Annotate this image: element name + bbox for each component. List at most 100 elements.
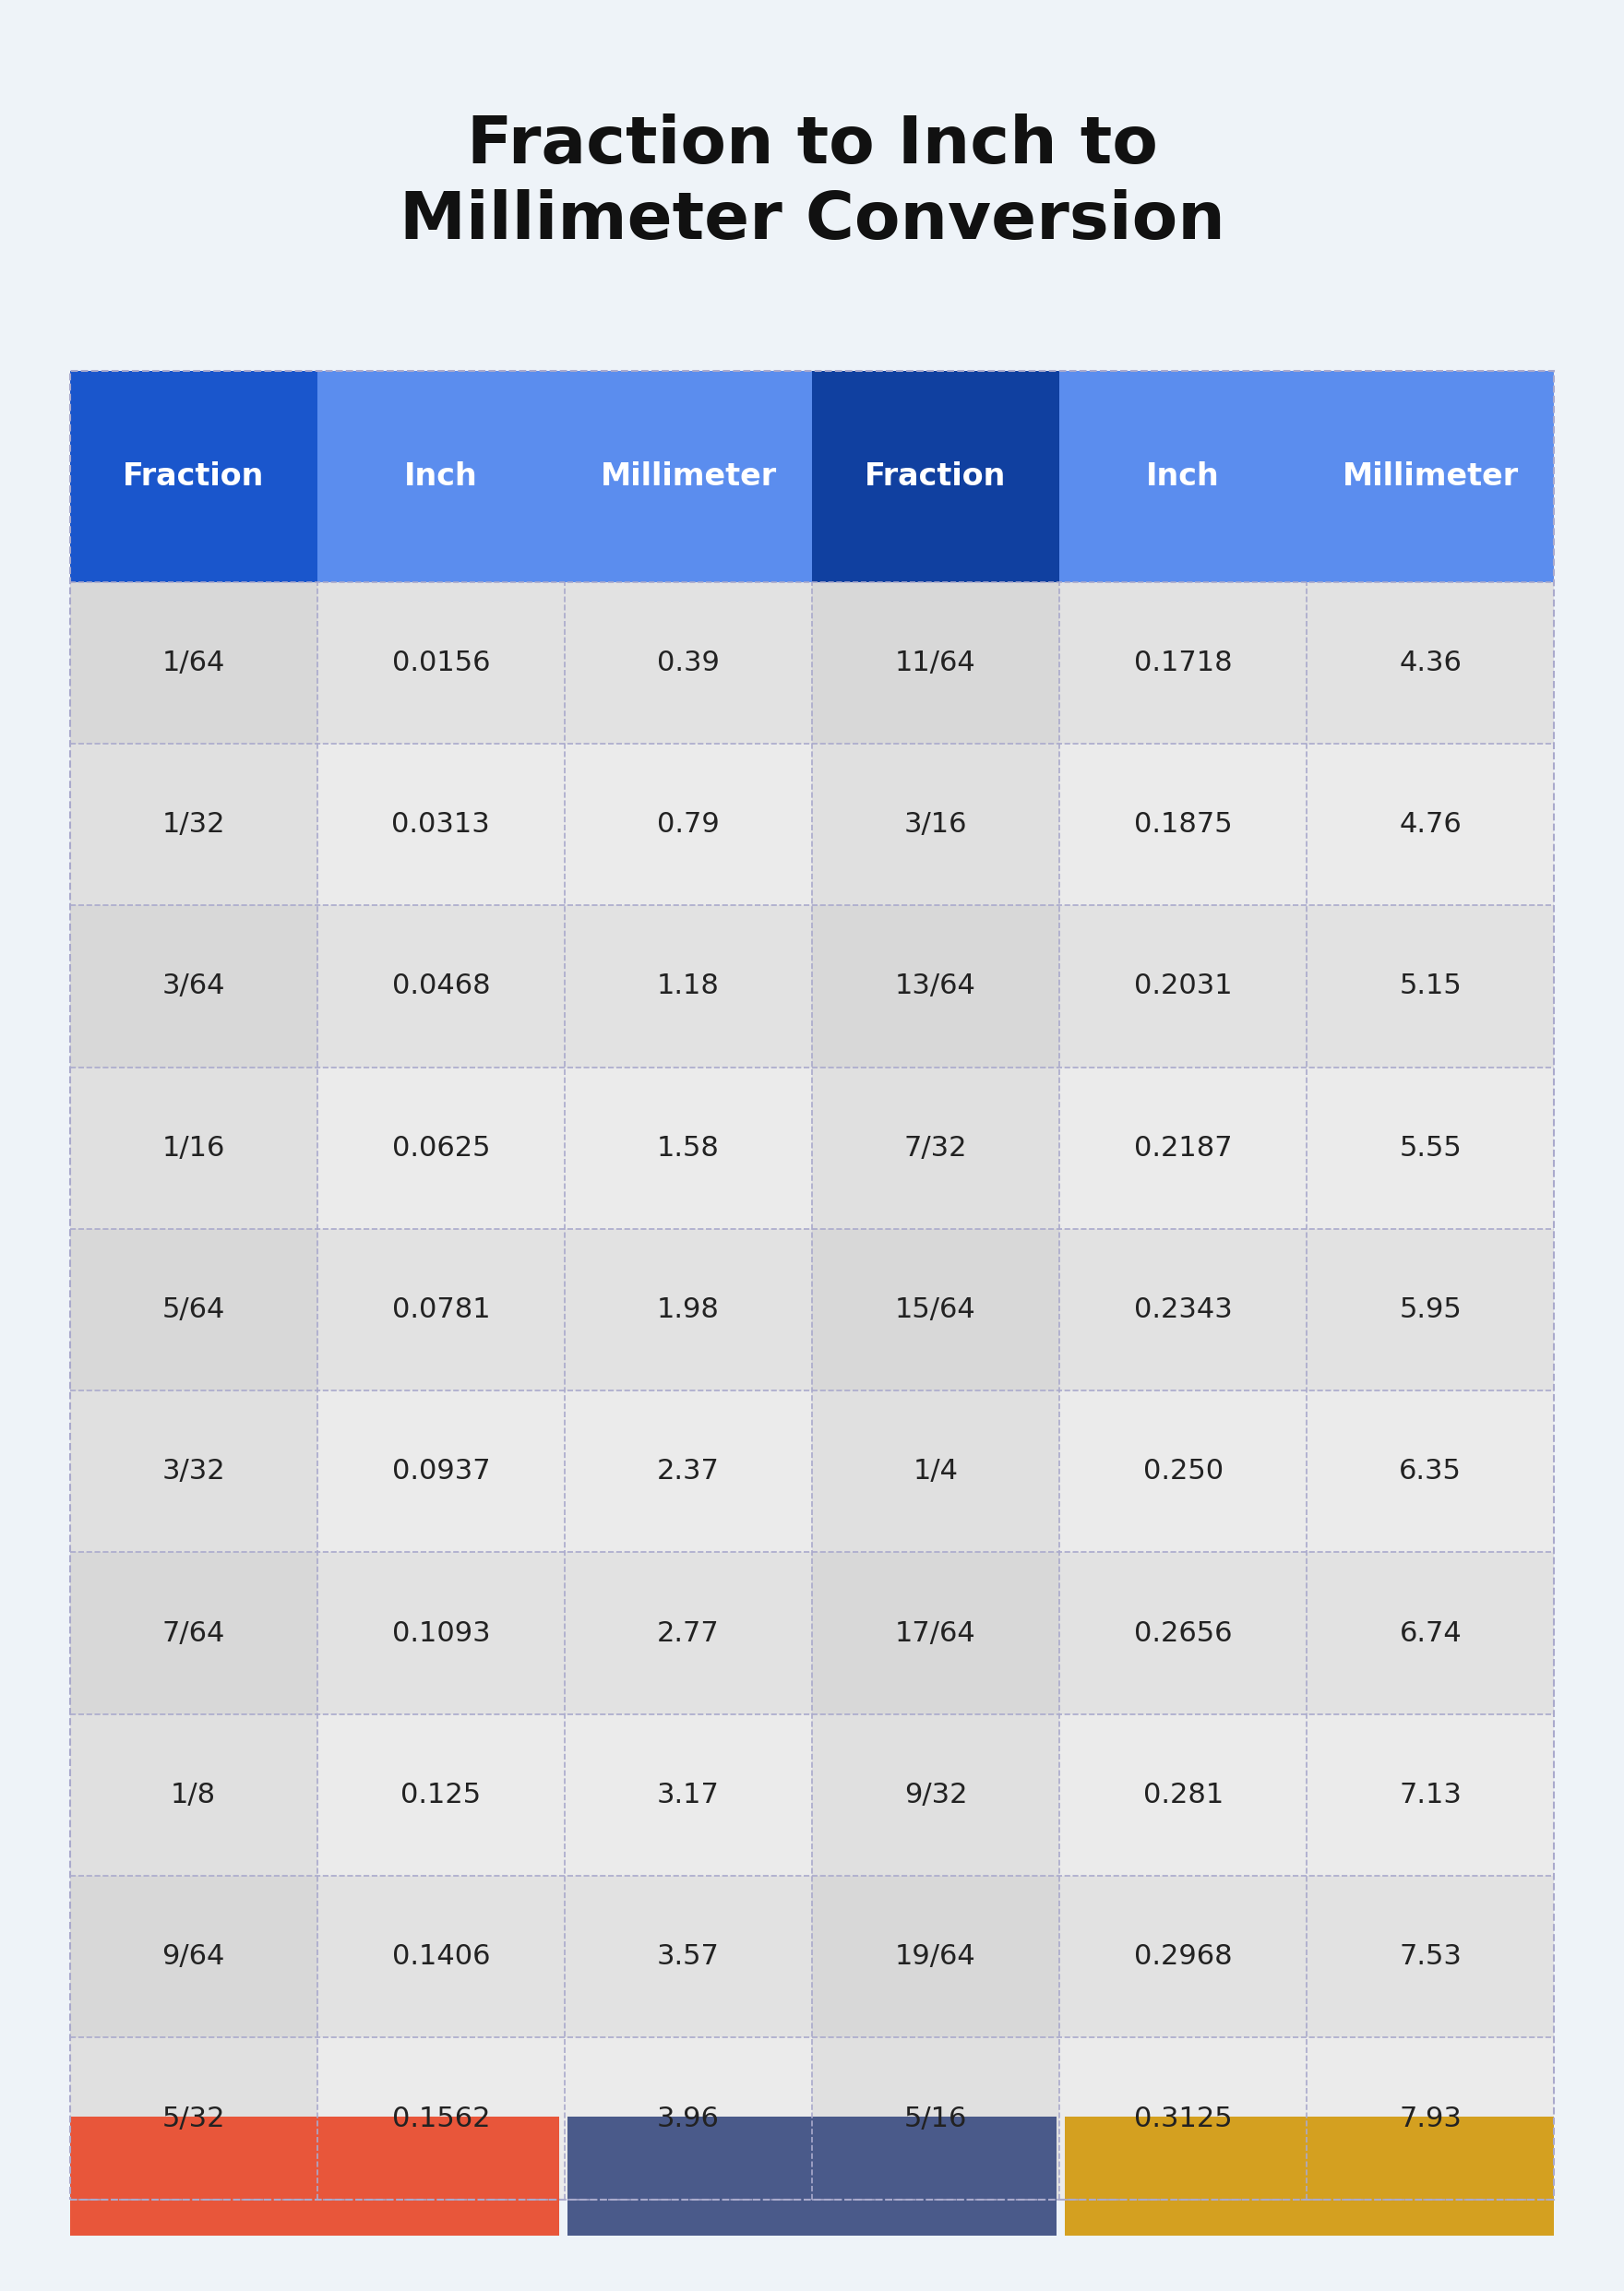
- Text: 1/32: 1/32: [162, 811, 226, 839]
- Bar: [1059, 1553, 1307, 1714]
- Bar: [812, 1876, 1059, 2037]
- Text: 7.93: 7.93: [1400, 2105, 1462, 2133]
- Bar: [1059, 582, 1307, 745]
- Bar: [1059, 1228, 1307, 1391]
- Text: Inch: Inch: [404, 460, 477, 493]
- Bar: [1065, 2117, 1554, 2236]
- Text: 0.2031: 0.2031: [1134, 974, 1233, 999]
- Text: 17/64: 17/64: [895, 1620, 976, 1647]
- Text: 11/64: 11/64: [895, 648, 976, 676]
- Text: 0.2187: 0.2187: [1134, 1134, 1233, 1162]
- Text: 1.58: 1.58: [658, 1134, 719, 1162]
- Bar: [812, 1228, 1059, 1391]
- Text: 4.36: 4.36: [1400, 648, 1462, 676]
- Bar: [565, 1068, 812, 1228]
- Text: 0.1875: 0.1875: [1134, 811, 1233, 839]
- Bar: [1059, 1876, 1307, 2037]
- Text: 3/32: 3/32: [162, 1457, 226, 1485]
- Bar: [565, 1391, 812, 1553]
- Bar: [565, 745, 812, 905]
- Text: 5/32: 5/32: [162, 2105, 226, 2133]
- Bar: [565, 1876, 812, 2037]
- Bar: [812, 1391, 1059, 1553]
- Text: 4.76: 4.76: [1400, 811, 1462, 839]
- Text: 0.2968: 0.2968: [1134, 1943, 1233, 1970]
- Text: 0.0156: 0.0156: [391, 648, 490, 676]
- Bar: [812, 1553, 1059, 1714]
- Bar: [1059, 1714, 1307, 1876]
- Bar: [1307, 905, 1554, 1068]
- Text: 19/64: 19/64: [895, 1943, 976, 1970]
- Bar: [1307, 745, 1554, 905]
- Text: 0.1093: 0.1093: [391, 1620, 490, 1647]
- Bar: [565, 905, 812, 1068]
- Text: 5/16: 5/16: [905, 2105, 968, 2133]
- Bar: [1059, 2037, 1307, 2199]
- Text: 1.18: 1.18: [658, 974, 719, 999]
- Bar: [317, 371, 565, 582]
- Bar: [812, 905, 1059, 1068]
- Text: 0.1718: 0.1718: [1134, 648, 1233, 676]
- Bar: [70, 1714, 317, 1876]
- Text: 7/32: 7/32: [905, 1134, 968, 1162]
- Text: 1/4: 1/4: [913, 1457, 958, 1485]
- Bar: [812, 582, 1059, 745]
- Bar: [565, 2037, 812, 2199]
- Bar: [567, 2117, 1057, 2236]
- Text: 9/32: 9/32: [905, 1782, 968, 1808]
- Text: 0.125: 0.125: [401, 1782, 481, 1808]
- Bar: [70, 2117, 559, 2236]
- Text: 0.0625: 0.0625: [391, 1134, 490, 1162]
- Bar: [70, 2037, 317, 2199]
- Bar: [1059, 745, 1307, 905]
- Text: 3/16: 3/16: [905, 811, 968, 839]
- Bar: [317, 1714, 565, 1876]
- Bar: [1059, 905, 1307, 1068]
- Bar: [1059, 371, 1307, 582]
- Bar: [70, 1068, 317, 1228]
- Bar: [70, 1876, 317, 2037]
- Text: 7/64: 7/64: [162, 1620, 226, 1647]
- Text: 2.77: 2.77: [658, 1620, 719, 1647]
- Text: 3.17: 3.17: [658, 1782, 719, 1808]
- Bar: [70, 905, 317, 1068]
- Text: 6.74: 6.74: [1400, 1620, 1462, 1647]
- Bar: [812, 2037, 1059, 2199]
- Bar: [1307, 371, 1554, 582]
- Bar: [317, 2037, 565, 2199]
- Text: 5.95: 5.95: [1400, 1297, 1462, 1324]
- Text: 0.39: 0.39: [658, 648, 719, 676]
- Bar: [317, 1391, 565, 1553]
- Bar: [565, 1714, 812, 1876]
- Text: 5/64: 5/64: [162, 1297, 226, 1324]
- Bar: [565, 582, 812, 745]
- Text: 1/8: 1/8: [171, 1782, 216, 1808]
- Bar: [1307, 582, 1554, 745]
- Bar: [70, 371, 1554, 2199]
- Bar: [317, 582, 565, 745]
- Text: 6.35: 6.35: [1400, 1457, 1462, 1485]
- Text: 5.55: 5.55: [1400, 1134, 1462, 1162]
- Bar: [565, 371, 812, 582]
- Text: Fraction: Fraction: [123, 460, 265, 493]
- Text: 9/64: 9/64: [162, 1943, 226, 1970]
- Text: 1.98: 1.98: [658, 1297, 719, 1324]
- Bar: [1307, 1391, 1554, 1553]
- Text: 5.15: 5.15: [1400, 974, 1462, 999]
- Bar: [70, 745, 317, 905]
- Bar: [812, 745, 1059, 905]
- Bar: [70, 1553, 317, 1714]
- Text: 1/64: 1/64: [162, 648, 226, 676]
- Bar: [1307, 1228, 1554, 1391]
- Text: 7.53: 7.53: [1400, 1943, 1462, 1970]
- Bar: [812, 1068, 1059, 1228]
- Bar: [70, 371, 317, 582]
- Text: Millimeter: Millimeter: [601, 460, 776, 493]
- Text: Inch: Inch: [1147, 460, 1220, 493]
- Text: 0.2656: 0.2656: [1134, 1620, 1233, 1647]
- Bar: [565, 1228, 812, 1391]
- Bar: [1307, 1876, 1554, 2037]
- Bar: [1307, 1068, 1554, 1228]
- Bar: [317, 745, 565, 905]
- Bar: [1307, 1553, 1554, 1714]
